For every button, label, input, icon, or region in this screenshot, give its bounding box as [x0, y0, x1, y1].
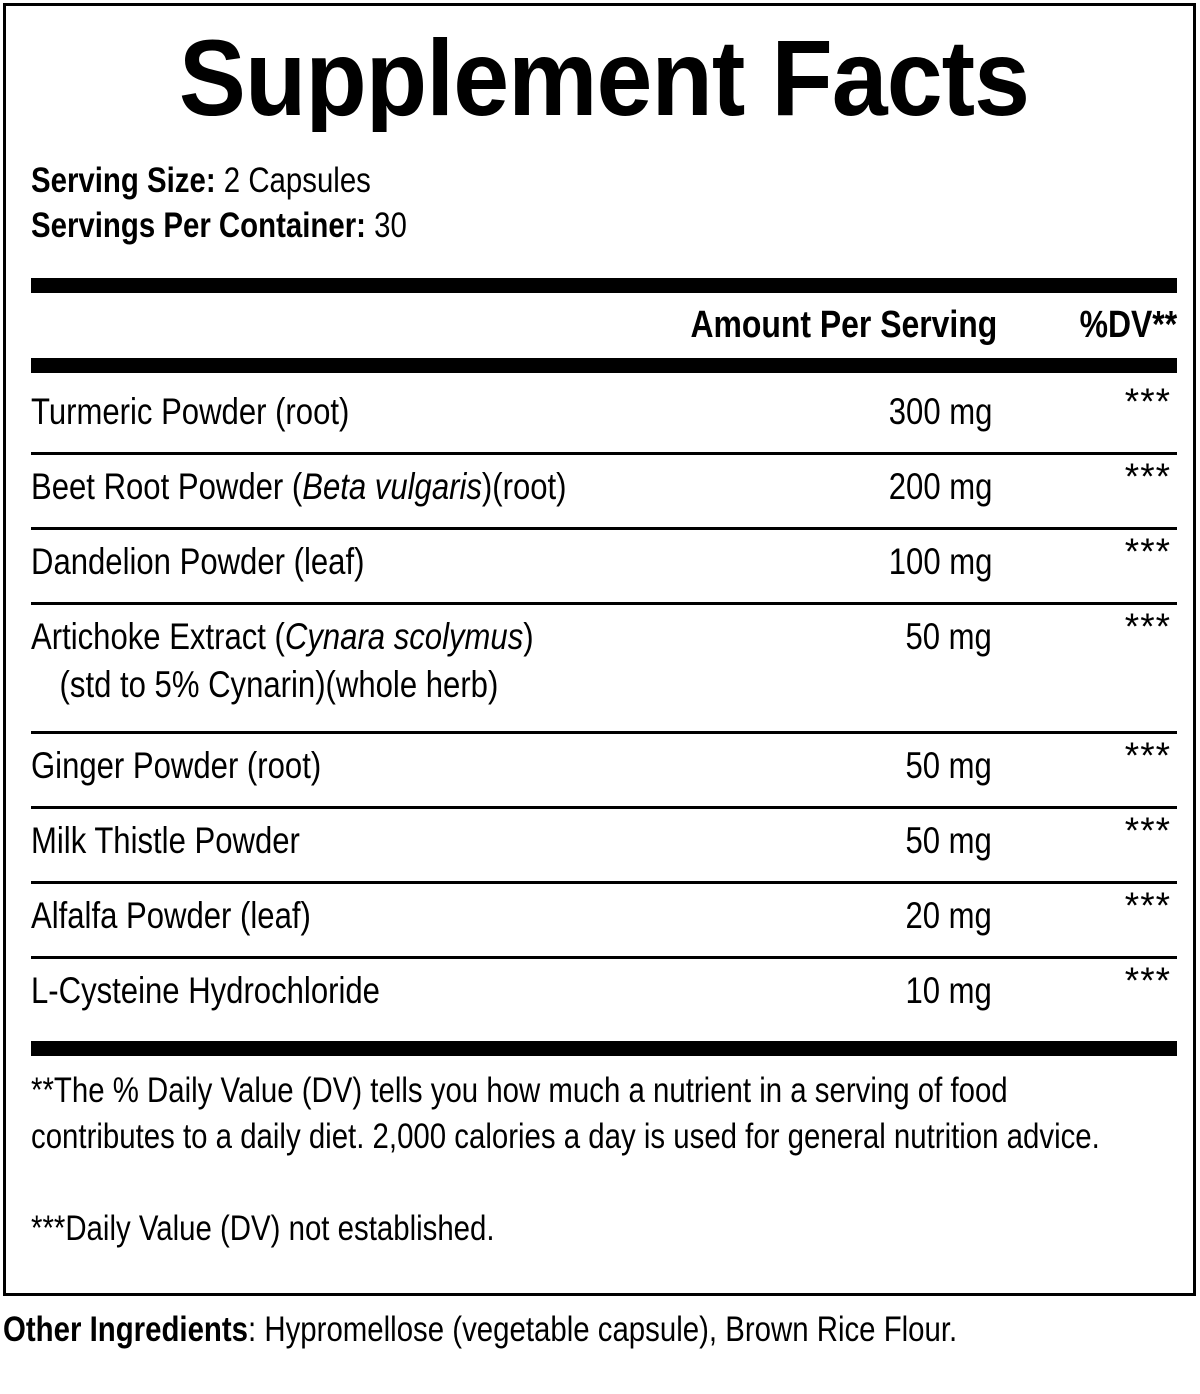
footnote-not-established-wrap: ***Daily Value (DV) not established. [31, 1206, 1159, 1252]
ingredient-dv: *** [1124, 810, 1171, 851]
serving-info: Serving Size: 2 Capsules Servings Per Co… [31, 158, 478, 248]
ingredient-latin-name: Beta vulgaris [302, 466, 482, 507]
ingredient-dv: *** [1124, 531, 1171, 572]
column-header-amount: Amount Per Serving [690, 304, 997, 346]
ingredient-name: Dandelion Powder (leaf) [31, 541, 365, 582]
ingredient-name-pre: Beet Root Powder ( [31, 466, 303, 507]
ingredient-amount: 10 mg [905, 970, 992, 1011]
column-header-dv: %DV** [1079, 304, 1177, 346]
other-ingredients: Other Ingredients: Hypromellose (vegetab… [3, 1307, 1193, 1353]
serving-size-label: Serving Size: [31, 161, 216, 200]
other-ingredients-value: : Hypromellose (vegetable capsule), Brow… [248, 1310, 958, 1349]
table-row: Artichoke Extract (Cynara scolymus) (std… [31, 605, 1177, 734]
ingredient-dv: *** [1124, 960, 1171, 1001]
ingredient-dv: *** [1124, 735, 1171, 776]
ingredient-name: Turmeric Powder (root) [31, 391, 350, 432]
footnote-daily-value: **The % Daily Value (DV) tells you how m… [31, 1071, 1100, 1156]
ingredient-amount: 20 mg [905, 895, 992, 936]
ingredient-name: Artichoke Extract (Cynara scolymus) (std… [31, 613, 629, 709]
ingredient-name-post: ) [523, 616, 534, 657]
serving-size-value: 2 Capsules [215, 161, 371, 200]
table-row: Ginger Powder (root) 50 mg *** [31, 734, 1177, 809]
ingredient-latin-name: Cynara scolymus [284, 616, 524, 657]
rule-below-header [31, 358, 1177, 373]
table-row: Alfalfa Powder (leaf) 20 mg *** [31, 884, 1177, 959]
facts-panel: Supplement Facts Serving Size: 2 Capsule… [3, 3, 1196, 1296]
ingredient-dv: *** [1124, 381, 1171, 422]
table-row: Milk Thistle Powder 50 mg *** [31, 809, 1177, 884]
table-row: Turmeric Powder (root) 300 mg *** [31, 380, 1177, 455]
ingredient-dv: *** [1124, 606, 1171, 647]
ingredient-name: Beet Root Powder (Beta vulgaris)(root) [31, 463, 669, 511]
ingredient-name-pre: Artichoke Extract ( [31, 616, 285, 657]
ingredient-dv: *** [1124, 456, 1171, 497]
serving-size-line: Serving Size: 2 Capsules [31, 158, 478, 203]
ingredient-amount: 300 mg [888, 391, 992, 432]
table-row: L-Cysteine Hydrochloride 10 mg *** [31, 959, 1177, 1031]
rule-above-footnotes [31, 1041, 1177, 1056]
other-ingredients-label: Other Ingredients [3, 1310, 249, 1349]
servings-per-container-line: Servings Per Container: 30 [31, 203, 478, 248]
servings-per-container-label: Servings Per Container: [31, 206, 366, 245]
table-header: Amount Per Serving %DV** [31, 301, 1177, 351]
page-title: Supplement Facts [31, 24, 1177, 132]
ingredient-name: L-Cysteine Hydrochloride [31, 970, 380, 1011]
table-row: Dandelion Powder (leaf) 100 mg *** [31, 530, 1177, 605]
footnotes: **The % Daily Value (DV) tells you how m… [31, 1068, 1159, 1160]
ingredient-amount: 50 mg [905, 820, 992, 861]
ingredient-amount: 50 mg [905, 616, 992, 657]
ingredient-name: Ginger Powder (root) [31, 745, 322, 786]
ingredient-dv: *** [1124, 885, 1171, 926]
ingredient-name-post: )(root) [481, 466, 567, 507]
facts-panel-inner: Supplement Facts Serving Size: 2 Capsule… [31, 6, 1177, 1293]
rule-above-header [31, 278, 1177, 293]
ingredient-name-line2: (std to 5% Cynarin)(whole herb) [59, 664, 499, 705]
table-row: Beet Root Powder (Beta vulgaris)(root) 2… [31, 455, 1177, 530]
ingredient-amount: 200 mg [888, 466, 992, 507]
page-title-text: Supplement Facts [178, 24, 1030, 132]
ingredient-amount: 50 mg [905, 745, 992, 786]
footnote-not-established: ***Daily Value (DV) not established. [31, 1209, 495, 1248]
servings-per-container-value: 30 [365, 206, 407, 245]
ingredient-name: Alfalfa Powder (leaf) [31, 895, 311, 936]
ingredient-amount: 100 mg [888, 541, 992, 582]
ingredient-rows: Turmeric Powder (root) 300 mg *** Beet R… [31, 380, 1177, 1031]
ingredient-name: Milk Thistle Powder [31, 820, 300, 861]
